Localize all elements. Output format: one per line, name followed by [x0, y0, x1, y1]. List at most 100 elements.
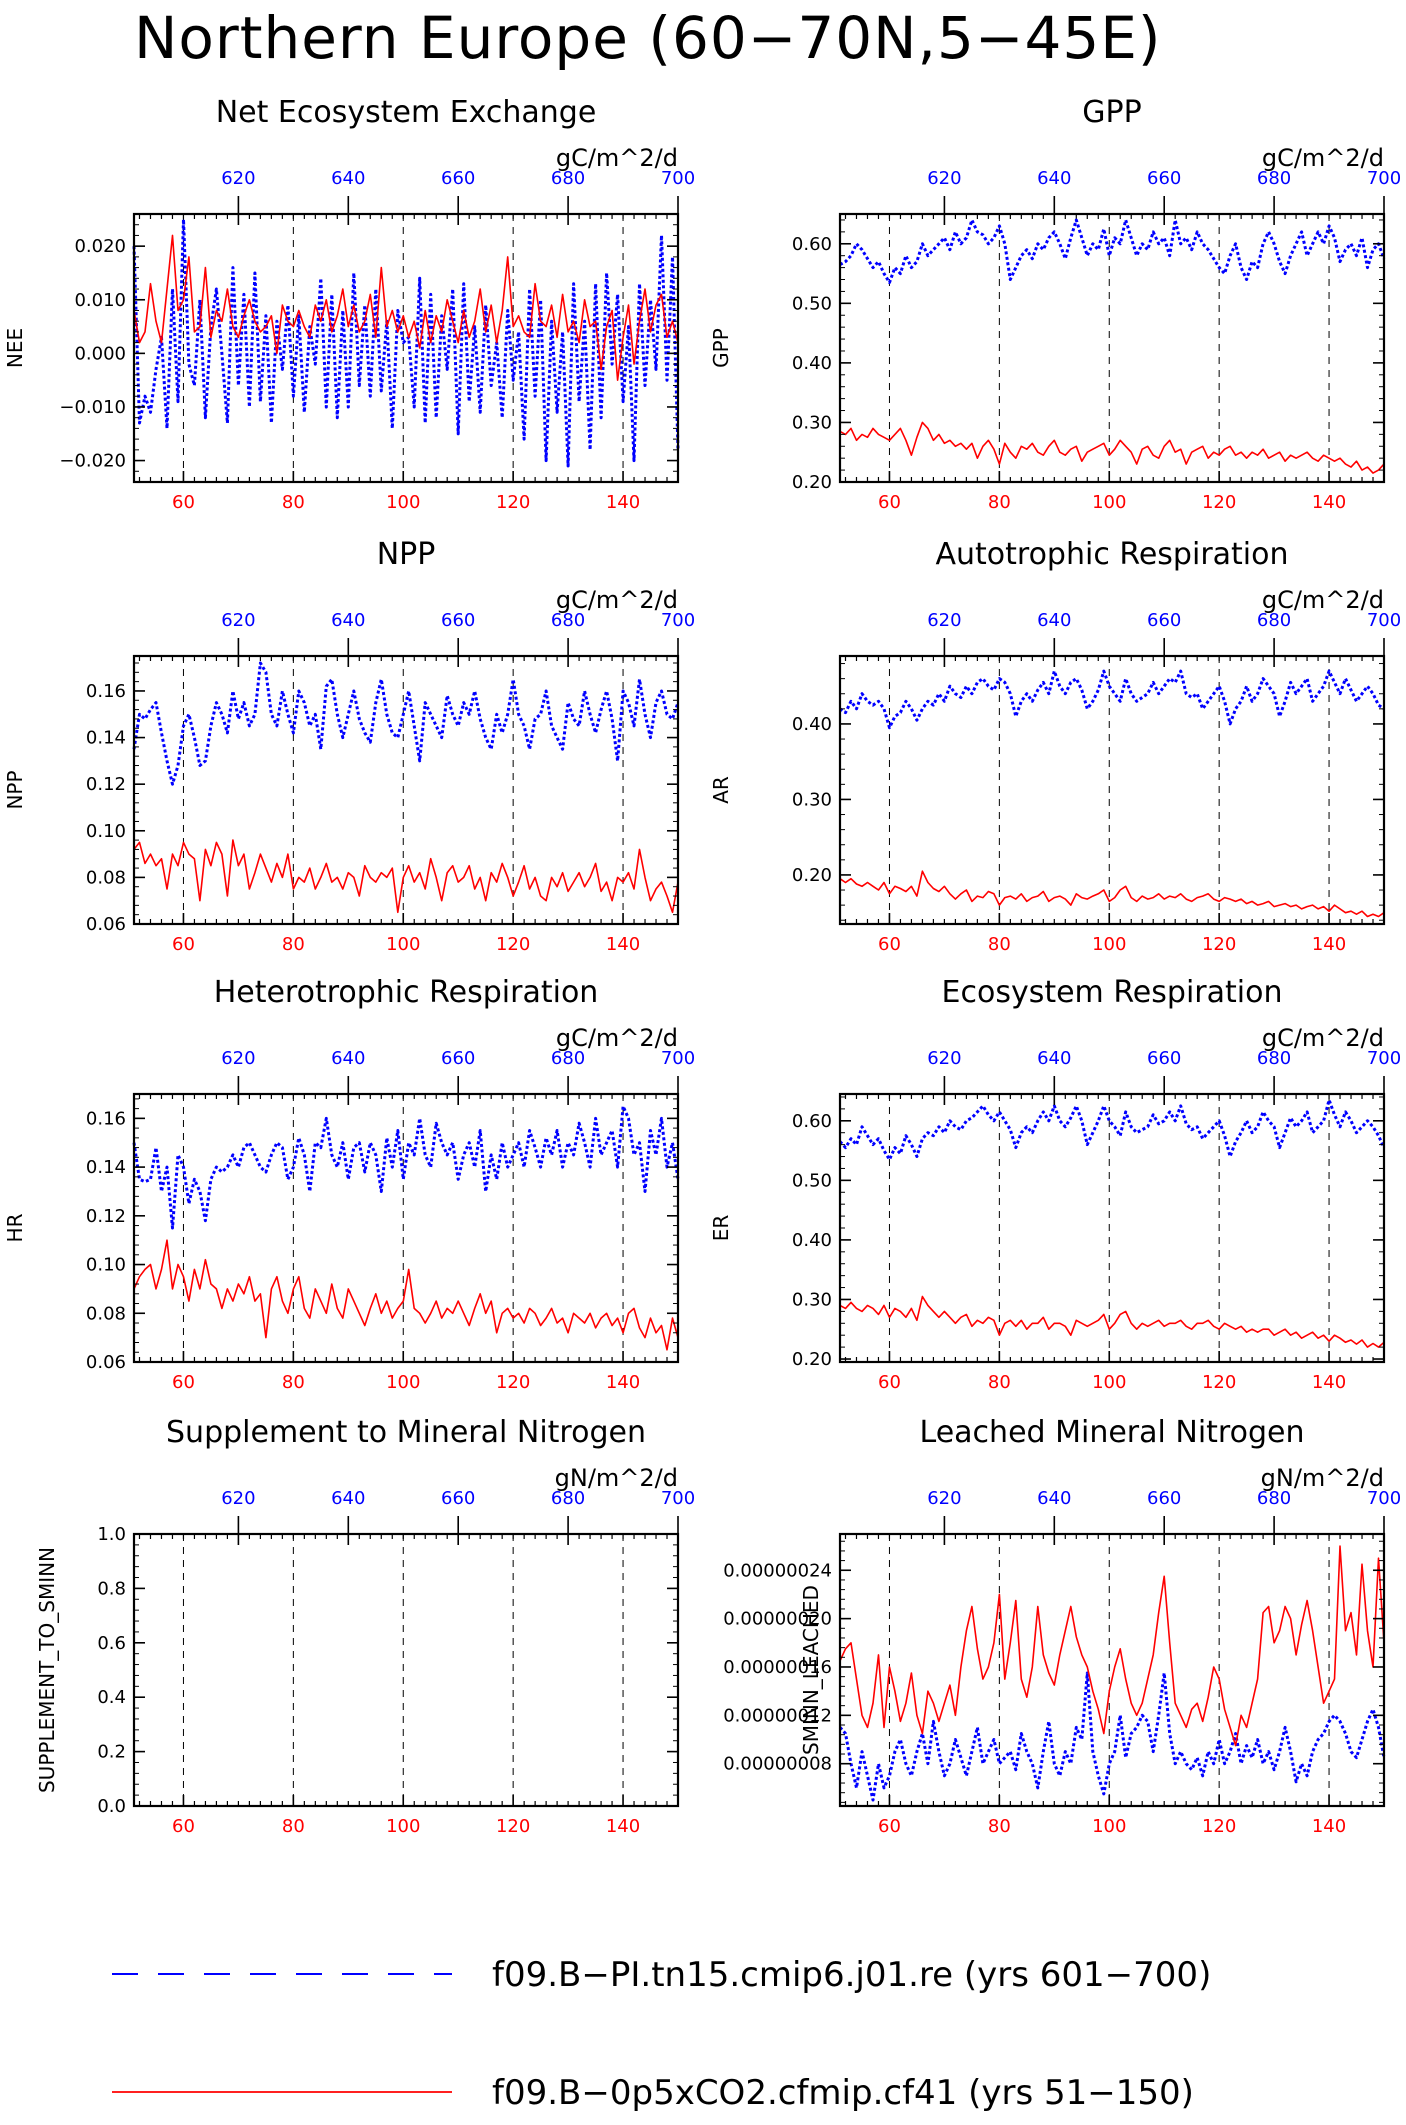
x-tick-label-top: 660 [441, 610, 475, 631]
y-tick-label: 0.16 [86, 681, 126, 702]
x-tick-label-top: 640 [331, 168, 365, 189]
units-label: gN/m^2/d [555, 1464, 678, 1492]
y-tick-label: 0.30 [792, 412, 832, 433]
x-tick-label-bottom: 140 [1312, 1372, 1346, 1393]
figure-title: Northern Europe (60−70N,5−45E) [134, 4, 1162, 72]
x-tick-label-top: 680 [1257, 1048, 1291, 1069]
x-tick-label-top: 620 [221, 610, 255, 631]
x-tick-label-bottom: 60 [172, 1372, 195, 1393]
chart-panel-2: GPP gC/m^2/d 60 80 100 120 140 620 640 660 680 700 0… [709, 95, 1401, 513]
series-line-pi [839, 669, 1385, 730]
x-tick-label-bottom: 100 [386, 934, 420, 955]
x-tick-label-bottom: 100 [386, 1372, 420, 1393]
series-line-0p5xco2 [133, 234, 679, 382]
y-tick-label: 0.20 [792, 865, 832, 886]
panels: Net Ecosystem Exchange gC/m^2/d 60 80 100 120… [3, 95, 1401, 1837]
x-tick-label-top: 700 [1367, 1048, 1401, 1069]
x-tick-label-top: 640 [331, 610, 365, 631]
y-tick-label: 0.50 [792, 293, 832, 314]
panel-title: NPP [377, 537, 436, 572]
chart-panel-3: NPP gC/m^2/d 60 80 100 120 140 620 640 660 680 700 0… [3, 537, 695, 955]
panel-title: Heterotrophic Respiration [214, 975, 599, 1010]
x-tick-label-top: 700 [661, 1488, 695, 1509]
y-tick-label: 0.000 [74, 343, 126, 364]
legend-label: f09.B−0p5xCO2.cfmip.cf41 (yrs 51−150) [492, 2073, 1194, 2113]
y-axis-label: GPP [709, 328, 733, 368]
chart-panel-1: Net Ecosystem Exchange gC/m^2/d 60 80 100 120… [3, 95, 695, 513]
series-line-pi [838, 1098, 1386, 1161]
panel-title: GPP [1082, 95, 1141, 130]
chart-panel-6: Ecosystem Respiration gC/m^2/d 60 80 100 120 1… [709, 975, 1401, 1393]
x-tick-label-top: 660 [441, 1488, 475, 1509]
x-tick-label-bottom: 140 [1312, 492, 1346, 513]
x-tick-label-bottom: 80 [282, 492, 305, 513]
x-tick-label-bottom: 120 [1202, 1816, 1236, 1837]
panel-title: Ecosystem Respiration [942, 975, 1283, 1010]
x-tick-label-bottom: 60 [172, 934, 195, 955]
y-tick-label: 0.08 [86, 867, 126, 888]
y-tick-label: 0.60 [792, 1111, 832, 1132]
x-tick-label-bottom: 80 [282, 1816, 305, 1837]
x-tick-label-bottom: 60 [878, 1816, 901, 1837]
y-tick-label: 0.30 [792, 789, 832, 810]
plot-frame [132, 654, 680, 926]
series-line-0p5xco2 [839, 870, 1385, 918]
y-tick-label: 0.12 [86, 774, 126, 795]
plot-frame [838, 1092, 1386, 1364]
panel-title: Supplement to Mineral Nitrogen [166, 1415, 646, 1450]
y-tick-label: 0.2 [97, 1742, 126, 1763]
y-axis-label: NPP [3, 770, 27, 809]
panel-title: Leached Mineral Nitrogen [920, 1415, 1305, 1450]
plot-frame [132, 1092, 680, 1364]
x-tick-label-bottom: 60 [878, 1372, 901, 1393]
x-tick-label-bottom: 80 [282, 1372, 305, 1393]
series-line-pi [839, 218, 1386, 284]
y-tick-label: 0.08 [86, 1303, 126, 1324]
plot-frame [838, 654, 1386, 926]
x-tick-label-top: 620 [927, 1488, 961, 1509]
y-tick-label: 0.06 [86, 914, 126, 935]
y-tick-label: −0.020 [59, 451, 126, 472]
y-axis-label: SUPPLEMENT_TO_SMINN [35, 1547, 59, 1793]
series-line-pi [132, 1104, 680, 1230]
x-tick-label-bottom: 120 [496, 1816, 530, 1837]
x-tick-label-top: 660 [441, 168, 475, 189]
panel-title: Autotrophic Respiration [935, 537, 1288, 572]
legend: f09.B−PI.tn15.cmip6.j01.re (yrs 601−700)… [112, 1955, 1211, 2113]
x-tick-label-top: 680 [1257, 610, 1291, 631]
y-tick-label: 1.0 [97, 1524, 126, 1545]
y-tick-label: 0.00000008 [723, 1754, 832, 1775]
x-tick-label-bottom: 100 [1092, 1816, 1126, 1837]
x-tick-label-bottom: 80 [988, 934, 1011, 955]
x-tick-label-top: 640 [1037, 1488, 1071, 1509]
legend-label: f09.B−PI.tn15.cmip6.j01.re (yrs 601−700) [492, 1955, 1211, 1995]
x-tick-label-bottom: 120 [1202, 934, 1236, 955]
x-tick-label-top: 620 [927, 610, 961, 631]
y-axis-label: SMINN_LEACHED [799, 1585, 823, 1755]
y-tick-label: 0.14 [86, 1157, 126, 1178]
y-tick-label: 0.00000024 [723, 1560, 832, 1581]
x-tick-label-top: 620 [927, 168, 961, 189]
x-tick-label-bottom: 80 [988, 1816, 1011, 1837]
x-tick-label-top: 640 [331, 1048, 365, 1069]
y-tick-label: 0.20 [792, 1349, 832, 1370]
x-tick-label-bottom: 120 [1202, 492, 1236, 513]
y-tick-label: 0.010 [74, 290, 126, 311]
x-tick-label-bottom: 80 [988, 1372, 1011, 1393]
x-tick-label-top: 660 [1147, 168, 1181, 189]
y-tick-label: 0.10 [86, 821, 126, 842]
y-tick-label: 0.20 [792, 472, 832, 493]
x-tick-label-top: 700 [661, 610, 695, 631]
units-label: gN/m^2/d [1261, 1464, 1384, 1492]
plot-frame [838, 1532, 1386, 1808]
y-tick-label: 0.40 [792, 714, 832, 735]
chart-panel-5: Heterotrophic Respiration gC/m^2/d 60 80 100… [3, 975, 695, 1393]
x-tick-label-bottom: 140 [606, 1816, 640, 1837]
x-tick-label-top: 620 [221, 1488, 255, 1509]
x-tick-label-top: 640 [1037, 1048, 1071, 1069]
x-tick-label-top: 680 [551, 168, 585, 189]
x-tick-label-top: 640 [1037, 610, 1071, 631]
x-tick-label-bottom: 60 [172, 492, 195, 513]
x-tick-label-top: 680 [1257, 168, 1291, 189]
series-line-pi [132, 217, 680, 468]
